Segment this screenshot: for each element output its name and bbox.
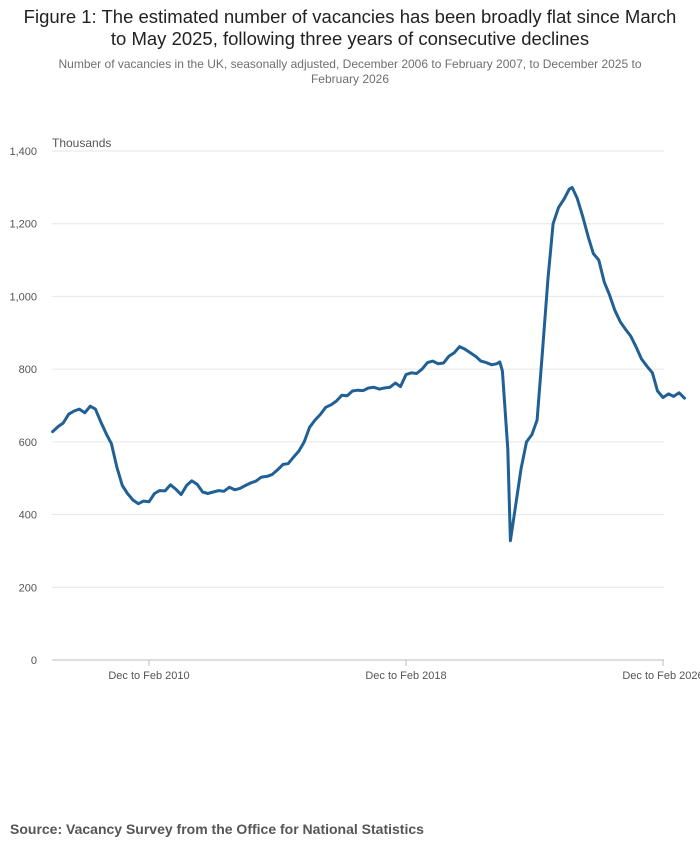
x-tick-label: Dec to Feb 2026 — [622, 670, 700, 682]
y-tick-label: 600 — [19, 437, 37, 449]
series-group — [51, 185, 686, 543]
y-tick-label: 0 — [31, 655, 37, 667]
chart-subtitle: Number of vacancies in the UK, seasonall… — [58, 57, 642, 86]
y-tick-label: 1,200 — [9, 219, 37, 231]
x-axis: Dec to Feb 2010 Dec to Feb 2018 Dec to Feb… — [108, 660, 700, 682]
y-tick-label: 1,000 — [9, 291, 37, 303]
y-tick-label: 1,400 — [9, 146, 37, 158]
source-note: Source: Vacancy Survey from the Office f… — [10, 821, 424, 837]
y-axis-unit-label: Thousands — [52, 136, 111, 150]
y-tick-label: 200 — [19, 582, 37, 594]
gridlines — [52, 150, 664, 661]
y-tick-label: 400 — [19, 510, 37, 522]
x-tick-label: Dec to Feb 2010 — [108, 670, 189, 682]
y-tick-label: 800 — [19, 364, 37, 376]
x-tick-label: Dec to Feb 2018 — [365, 670, 446, 682]
vacancies-series-line — [51, 185, 686, 543]
chart-title: Figure 1: The estimated number of vacanc… — [23, 6, 677, 49]
y-axis: 0 200 400 600 800 1,000 1,200 1,400 — [9, 146, 37, 667]
